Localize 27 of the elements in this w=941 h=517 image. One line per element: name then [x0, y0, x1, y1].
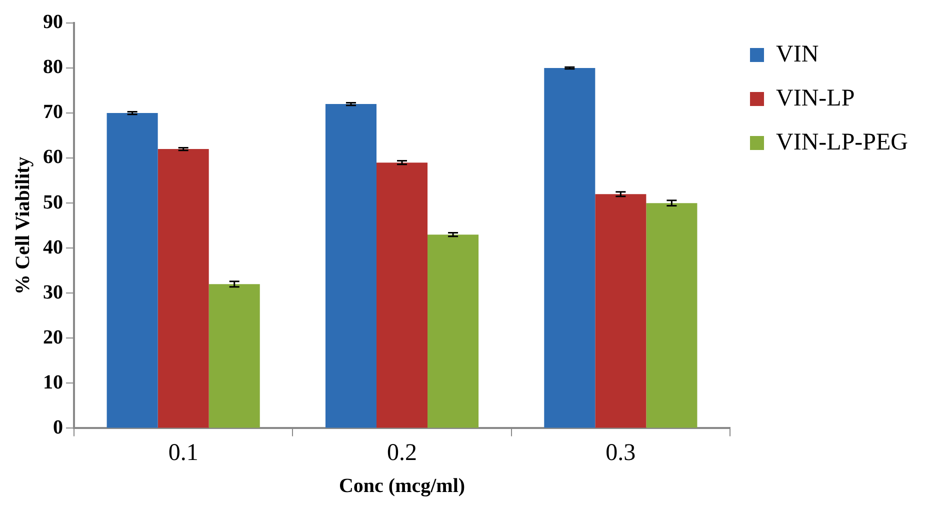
y-tick-label: 80 — [43, 56, 63, 78]
y-tick-label: 40 — [43, 236, 63, 258]
y-axis-title: % Cell Viability — [12, 156, 34, 294]
legend-label: VIN-LP — [776, 85, 855, 112]
x-tick-label: 0.1 — [168, 440, 198, 466]
x-axis-title: Conc (mcg/ml) — [338, 475, 466, 498]
y-tick-label: 10 — [43, 371, 63, 394]
bar — [544, 68, 596, 428]
bar — [208, 284, 260, 428]
x-tick-label: 0.3 — [606, 440, 636, 466]
bar — [325, 104, 376, 428]
y-tick-label: 50 — [43, 191, 63, 214]
bar — [376, 162, 428, 428]
y-tick-label: 30 — [43, 281, 63, 304]
y-tick-label: 20 — [43, 326, 63, 348]
legend-label: VIN-LP-PEG — [776, 129, 908, 156]
bar — [595, 194, 646, 428]
bar — [646, 203, 698, 428]
bar — [158, 149, 209, 428]
y-tick-label: 70 — [43, 101, 63, 124]
y-tick-label: 60 — [43, 146, 63, 168]
legend-label: VIN — [776, 41, 819, 68]
y-tick-label: 0 — [53, 416, 63, 438]
x-tick-label: 0.2 — [387, 440, 418, 466]
bar — [106, 113, 158, 428]
bar — [428, 234, 479, 428]
y-tick-label: 90 — [43, 11, 63, 34]
